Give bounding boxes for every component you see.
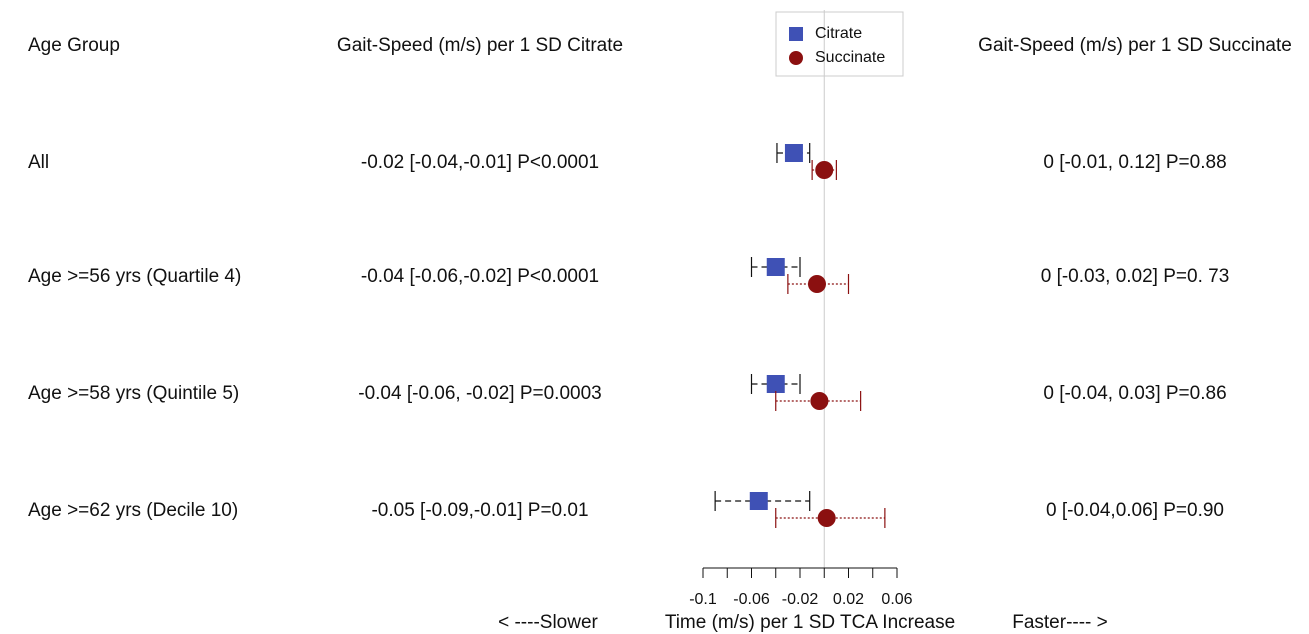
point-estimate (766, 258, 785, 276)
column-header: Age Group (28, 35, 120, 56)
column-header: Gait-Speed (m/s) per 1 SD Citrate (337, 35, 623, 56)
x-tick-label: -0.06 (733, 591, 770, 608)
annotation: < ----Slower (498, 612, 598, 633)
point-estimate (810, 392, 829, 410)
estimate-text: 0 [-0.03, 0.02] P=0. 73 (1041, 266, 1230, 287)
legend-box (775, 11, 904, 77)
x-tick-label: -0.1 (689, 591, 717, 608)
row-label: Age >=56 yrs (Quartile 4) (28, 266, 241, 287)
point-estimate (749, 492, 768, 510)
x-axis-title: Time (m/s) per 1 SD TCA Increase (665, 612, 955, 633)
legend-marker (789, 51, 803, 65)
estimate-text: -0.05 [-0.09,-0.01] P=0.01 (371, 500, 588, 521)
point-estimate (766, 375, 785, 393)
estimate-text: 0 [-0.04, 0.03] P=0.86 (1043, 383, 1226, 404)
point-estimate (807, 275, 826, 293)
point-estimate (817, 509, 836, 527)
point-estimate (784, 144, 803, 162)
estimate-text: 0 [-0.01, 0.12] P=0.88 (1043, 152, 1226, 173)
legend-label: Succinate (815, 49, 885, 66)
estimate-text: 0 [-0.04,0.06] P=0.90 (1046, 500, 1224, 521)
estimate-text: -0.02 [-0.04,-0.01] P<0.0001 (361, 152, 599, 173)
estimate-text: -0.04 [-0.06, -0.02] P=0.0003 (358, 383, 601, 404)
column-header: Gait-Speed (m/s) per 1 SD Succinate (978, 35, 1292, 56)
legend-label: Citrate (815, 25, 862, 42)
point-estimate (815, 161, 834, 179)
row-label: Age >=62 yrs (Decile 10) (28, 500, 238, 521)
x-tick-label: -0.02 (782, 591, 819, 608)
row-label: All (28, 152, 49, 173)
x-tick-label: 0.02 (833, 591, 864, 608)
estimate-text: -0.04 [-0.06,-0.02] P<0.0001 (361, 266, 599, 287)
x-tick-label: 0.06 (881, 591, 912, 608)
annotation: Faster---- > (1012, 612, 1108, 633)
row-label: Age >=58 yrs (Quintile 5) (28, 383, 239, 404)
legend-marker (789, 27, 803, 41)
